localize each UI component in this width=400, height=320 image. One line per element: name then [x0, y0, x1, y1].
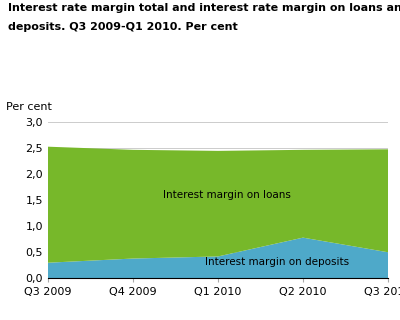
- Text: Interest rate margin total and interest rate margin on loans and: Interest rate margin total and interest …: [8, 3, 400, 13]
- Text: Interest margin on loans: Interest margin on loans: [162, 190, 290, 200]
- Text: Interest margin on deposits: Interest margin on deposits: [206, 257, 350, 267]
- Text: Per cent: Per cent: [6, 102, 51, 112]
- Text: deposits. Q3 2009-Q1 2010. Per cent: deposits. Q3 2009-Q1 2010. Per cent: [8, 22, 238, 32]
